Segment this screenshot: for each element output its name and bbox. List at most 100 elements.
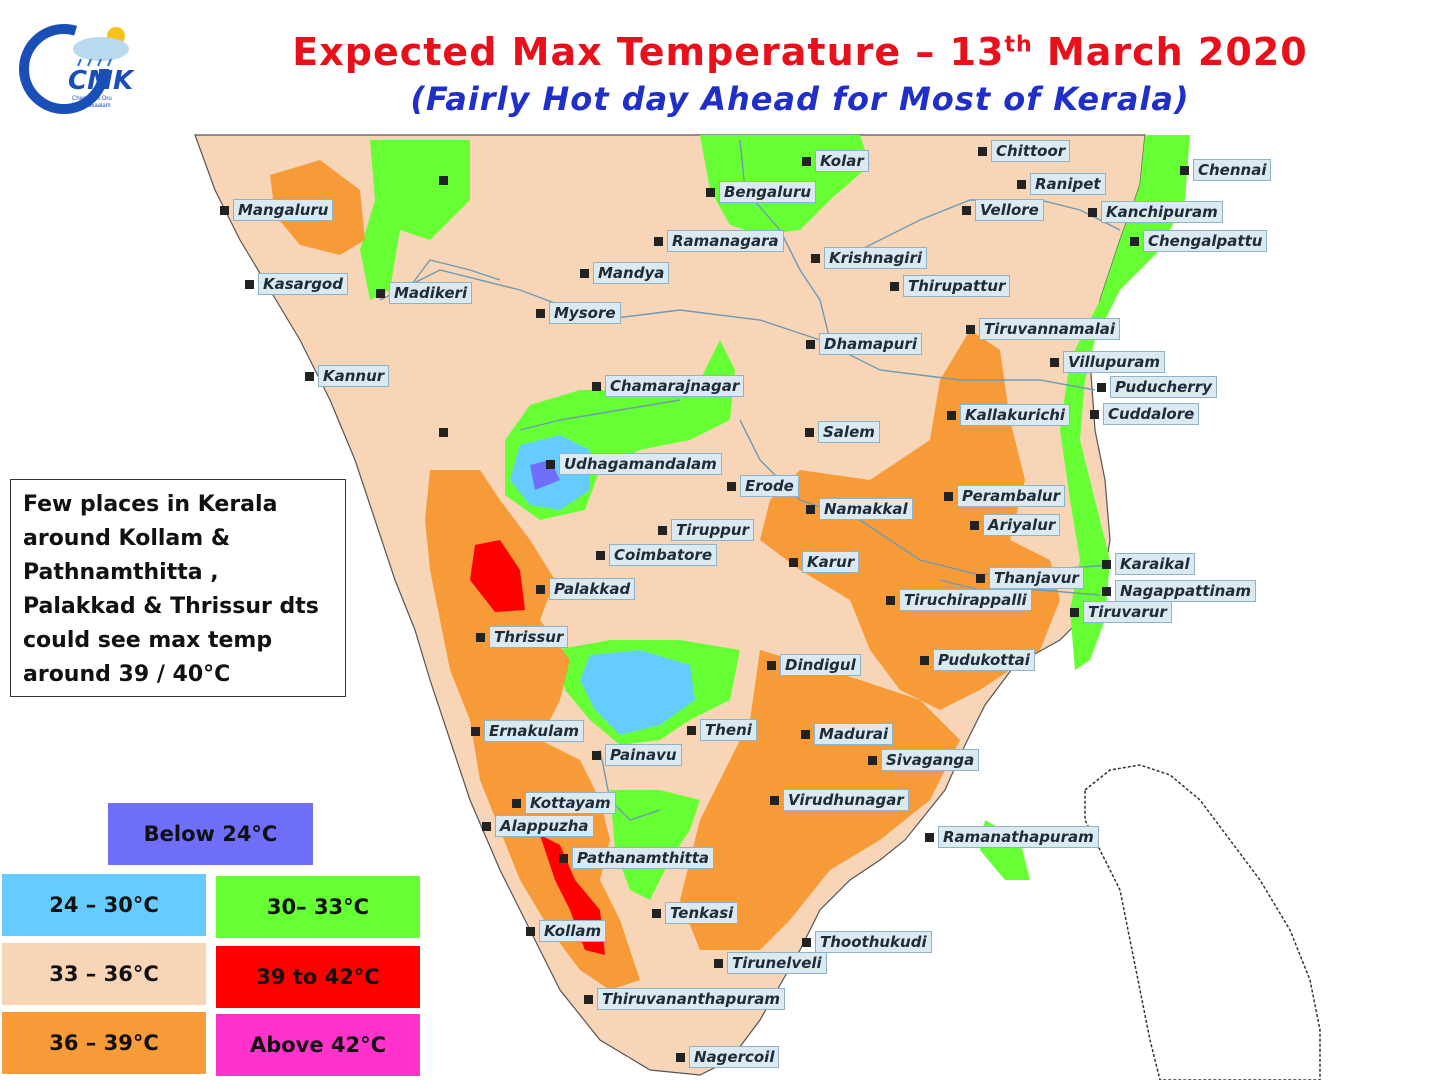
city-kallakurichi: Kallakurichi xyxy=(947,404,1071,426)
city-label: Tiruvarur xyxy=(1083,601,1172,623)
city-marker xyxy=(706,187,715,197)
city-chengalpattu: Chengalpattu xyxy=(1130,230,1268,252)
city-label: Kollam xyxy=(539,920,607,942)
city-marker xyxy=(944,491,953,501)
city-marker xyxy=(580,268,589,278)
city-marker xyxy=(1130,236,1139,246)
city-marker xyxy=(376,288,385,298)
city-label: Dhamapuri xyxy=(819,333,922,355)
city-tenkasi: Tenkasi xyxy=(652,902,739,924)
unlabeled-marker xyxy=(439,428,448,437)
city-marker xyxy=(471,726,480,736)
city-marker xyxy=(1102,586,1111,596)
city-marker xyxy=(536,308,545,318)
city-label: Chengalpattu xyxy=(1143,230,1268,252)
city-label: Chittoor xyxy=(991,140,1071,162)
legend-label: Below 24°C xyxy=(143,822,278,846)
city-marker xyxy=(966,324,975,334)
city-pudukottai: Pudukottai xyxy=(920,649,1035,671)
city-label: Palakkad xyxy=(549,578,636,600)
zone-green-east-coast xyxy=(1060,135,1190,670)
legend-24-30: 24 – 30°C xyxy=(2,874,206,936)
city-label: Salem xyxy=(818,421,880,443)
city-cuddalore: Cuddalore xyxy=(1090,403,1200,425)
forecast-note: Few places in Kerala around Kollam & Pat… xyxy=(10,479,346,697)
city-label: Theni xyxy=(700,719,757,741)
city-nagercoil: Nagercoil xyxy=(676,1046,780,1068)
city-marker xyxy=(868,755,877,765)
city-label: Thoothukudi xyxy=(815,931,932,953)
city-marker xyxy=(920,655,929,665)
city-marker xyxy=(658,525,667,535)
city-puducherry: Puducherry xyxy=(1097,376,1217,398)
city-tiruchirappalli: Tiruchirappalli xyxy=(886,589,1032,611)
city-label: Kanchipuram xyxy=(1101,201,1223,223)
city-label: Painavu xyxy=(605,744,682,766)
city-kollam: Kollam xyxy=(526,920,607,942)
legend-above-42: Above 42°C xyxy=(216,1014,420,1076)
land-base xyxy=(194,134,1146,1076)
city-marker xyxy=(802,937,811,947)
city-ramanagara: Ramanagara xyxy=(654,230,784,252)
legend-label: 24 – 30°C xyxy=(49,893,159,917)
city-namakkal: Namakkal xyxy=(806,498,913,520)
city-label: Tiruchirappalli xyxy=(899,589,1032,611)
city-marker xyxy=(546,459,555,469)
city-dindigul: Dindigul xyxy=(767,654,861,676)
page-title: Expected Max Temperature – 13th March 20… xyxy=(260,30,1340,74)
city-mandya: Mandya xyxy=(580,262,670,284)
logo-graphic xyxy=(19,24,129,114)
city-ariyalur: Ariyalur xyxy=(970,514,1061,536)
city-label: Kallakurichi xyxy=(960,404,1071,426)
city-marker xyxy=(512,798,521,808)
city-kottayam: Kottayam xyxy=(512,792,616,814)
city-nagappattinam: Nagappattinam xyxy=(1102,580,1257,602)
legend-label: 39 to 42°C xyxy=(256,965,380,989)
zone-red-palakkad xyxy=(470,540,525,612)
city-marker xyxy=(1090,409,1099,419)
city-label: Chennai xyxy=(1193,159,1272,181)
city-tirunelveli: Tirunelveli xyxy=(714,952,827,974)
city-label: Kannur xyxy=(318,365,390,387)
city-sivaganga: Sivaganga xyxy=(868,749,980,771)
city-label: Alappuzha xyxy=(495,815,594,837)
city-ernakulam: Ernakulam xyxy=(471,720,584,742)
city-marker xyxy=(687,725,696,735)
city-madikeri: Madikeri xyxy=(376,282,473,304)
city-marker xyxy=(305,371,314,381)
city-chamarajnagar: Chamarajnagar xyxy=(592,375,745,397)
city-dhamapuri: Dhamapuri xyxy=(806,333,922,355)
city-marker xyxy=(947,410,956,420)
city-marker xyxy=(654,236,663,246)
city-perambalur: Perambalur xyxy=(944,485,1065,507)
city-mysore: Mysore xyxy=(536,302,621,324)
city-label: Cuddalore xyxy=(1103,403,1200,425)
city-label: Mandya xyxy=(593,262,670,284)
city-kannur: Kannur xyxy=(305,365,390,387)
city-label: Mysore xyxy=(549,302,621,324)
city-label: Kasargod xyxy=(258,273,348,295)
city-label: Kolar xyxy=(815,150,869,172)
city-ranipet: Ranipet xyxy=(1017,173,1106,195)
city-palakkad: Palakkad xyxy=(536,578,636,600)
city-label: Villupuram xyxy=(1063,351,1166,373)
city-theni: Theni xyxy=(687,719,757,741)
city-krishnagiri: Krishnagiri xyxy=(811,247,927,269)
legend-label: Above 42°C xyxy=(249,1033,387,1057)
city-erode: Erode xyxy=(727,475,799,497)
title-main: Expected Max Temperature – 13 xyxy=(292,30,1005,74)
city-marker xyxy=(805,427,814,437)
city-pathanamthitta: Pathanamthitta xyxy=(559,847,715,869)
city-thirupattur: Thirupattur xyxy=(890,275,1011,297)
city-chennai: Chennai xyxy=(1180,159,1272,181)
city-label: Vellore xyxy=(975,199,1044,221)
city-marker xyxy=(962,205,971,215)
city-label: Karaikal xyxy=(1115,553,1195,575)
city-thanjavur: Thanjavur xyxy=(976,567,1084,589)
city-alappuzha: Alappuzha xyxy=(482,815,594,837)
city-marker xyxy=(801,729,810,739)
city-label: Pudukottai xyxy=(933,649,1035,671)
city-thoothukudi: Thoothukudi xyxy=(802,931,932,953)
city-label: Pathanamthitta xyxy=(572,847,715,869)
unlabeled-marker xyxy=(439,176,448,185)
